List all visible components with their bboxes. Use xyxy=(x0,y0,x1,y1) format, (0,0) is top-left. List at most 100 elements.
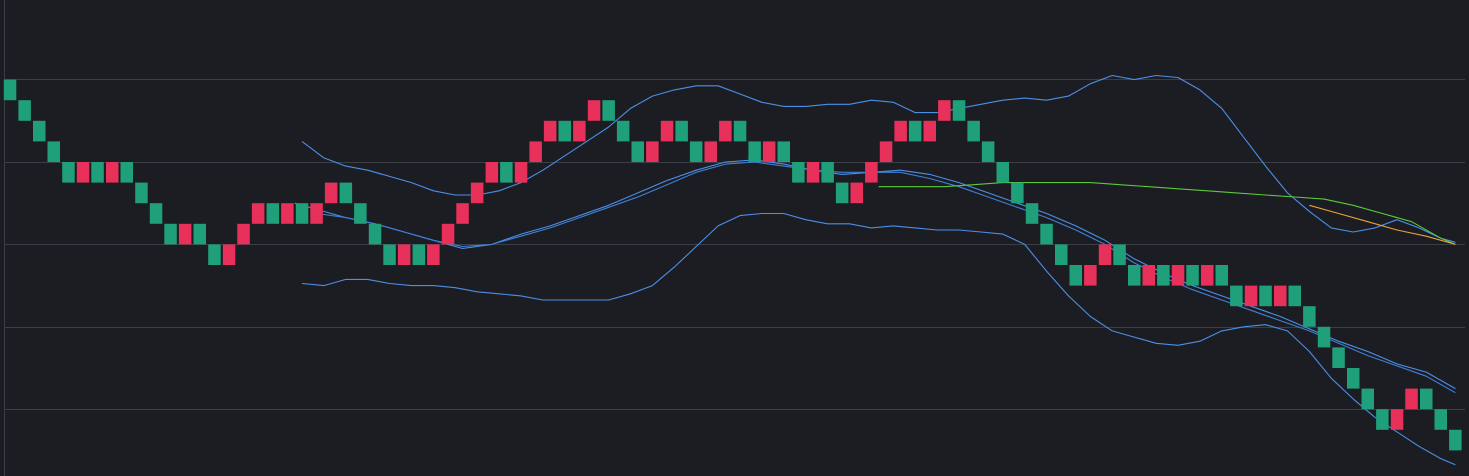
renko-brick-down xyxy=(821,162,834,183)
renko-brick-down xyxy=(952,100,966,121)
renko-brick-down xyxy=(1449,429,1462,451)
renko-brick-up xyxy=(660,120,674,142)
renko-brick-down xyxy=(1055,244,1068,265)
renko-brick-down xyxy=(164,223,177,245)
renko-brick-down xyxy=(266,203,280,224)
moving-average-slow-line xyxy=(316,161,1456,394)
renko-brick-up xyxy=(281,203,294,224)
renko-brick-up xyxy=(762,141,776,162)
renko-brick-up xyxy=(1084,265,1097,286)
renko-brick-up xyxy=(1390,409,1404,430)
renko-brick-down xyxy=(1332,347,1345,368)
renko-brick-down xyxy=(120,162,133,183)
renko-brick-up xyxy=(529,141,542,162)
renko-brick-up xyxy=(573,120,586,142)
renko-brick-up xyxy=(427,244,440,265)
renko-brick-down xyxy=(62,162,75,183)
renko-brick-up xyxy=(324,182,338,204)
renko-brick-down xyxy=(1011,182,1024,204)
renko-brick-up xyxy=(178,223,192,245)
renko-brick-down xyxy=(47,141,60,162)
renko-brick-up xyxy=(514,162,528,183)
renko-brick-up xyxy=(1201,265,1214,286)
renko-brick-down xyxy=(1069,265,1082,286)
renko-brick-down xyxy=(835,182,849,204)
renko-brick-down xyxy=(1040,223,1053,245)
renko-brick-up xyxy=(938,100,951,121)
grid-layer xyxy=(4,0,1465,476)
renko-brick-up xyxy=(1244,285,1258,307)
renko-brick-down xyxy=(368,223,382,245)
renko-brick-up xyxy=(76,162,90,183)
renko-brick-down xyxy=(733,120,747,142)
renko-brick-up xyxy=(1405,388,1418,410)
renko-brick-down xyxy=(675,120,688,142)
renko-brick-up xyxy=(806,162,820,183)
renko-brick-up xyxy=(222,244,236,265)
renko-brick-up xyxy=(106,162,119,183)
renko-brick-down xyxy=(689,141,703,162)
renko-brick-down xyxy=(1113,244,1126,265)
renko-brick-down xyxy=(91,162,104,183)
renko-brick-down xyxy=(208,244,221,265)
renko-brick-up xyxy=(456,203,469,224)
renko-brick-down xyxy=(777,141,790,162)
renko-brick-up xyxy=(865,162,878,183)
renko-brick-down xyxy=(1347,368,1360,389)
renko-brick-down xyxy=(748,141,761,162)
renko-brick-up xyxy=(543,120,557,142)
renko-brick-down xyxy=(1128,265,1141,286)
renko-brick-down xyxy=(1317,326,1331,348)
renko-brick-up xyxy=(470,182,484,204)
renko-brick-down xyxy=(33,120,46,142)
renko-brick-up xyxy=(850,182,863,204)
renko-brick-up xyxy=(646,141,659,162)
indicator-layer xyxy=(294,74,1456,466)
renko-brick-up xyxy=(719,120,732,142)
renko-brick-up xyxy=(441,223,455,245)
renko-brick-up xyxy=(1171,265,1185,286)
renko-brick-down xyxy=(967,120,980,142)
renko-brick-up xyxy=(704,141,717,162)
renko-brick-down xyxy=(792,162,805,183)
renko-brick-down xyxy=(295,203,309,224)
renko-brick-down xyxy=(996,162,1009,183)
renko-brick-down xyxy=(602,100,615,121)
renko-brick-up xyxy=(1142,265,1155,286)
renko-brick-down xyxy=(149,203,163,224)
renko-brick-up xyxy=(397,244,411,265)
bollinger-lower-line xyxy=(301,212,1456,466)
renko-brick-down xyxy=(631,141,644,162)
renko-brick-down xyxy=(18,100,31,121)
renko-brick-down xyxy=(616,120,630,142)
renko-brick-down xyxy=(1303,306,1316,327)
renko-brick-down xyxy=(339,182,353,204)
renko-brick-down xyxy=(1025,203,1039,224)
renko-brick-up xyxy=(1274,285,1287,307)
renko-brick-up xyxy=(237,223,250,245)
renko-brick-down xyxy=(135,182,148,204)
renko-brick-up xyxy=(587,100,601,121)
renko-brick-up xyxy=(485,162,499,183)
trend-line-green-line xyxy=(878,182,1456,245)
renko-brick-down xyxy=(383,244,396,265)
bollinger-upper-line xyxy=(301,74,1456,243)
renko-brick-down xyxy=(193,223,206,245)
renko-brick-up xyxy=(879,141,893,162)
renko-brick-down xyxy=(1215,265,1228,286)
renko-brick-down xyxy=(1420,388,1433,410)
renko-brick-down xyxy=(1361,388,1374,410)
renko-brick-up xyxy=(251,203,265,224)
renko-brick-up xyxy=(1098,244,1112,265)
renko-brick-down xyxy=(558,120,571,142)
renko-brick-down xyxy=(1288,285,1301,307)
renko-brick-down xyxy=(500,162,513,183)
renko-brick-down xyxy=(1434,409,1447,430)
renko-brick-down xyxy=(412,244,426,265)
renko-brick-down xyxy=(1259,285,1272,307)
renko-brick-down xyxy=(1376,409,1389,430)
renko-brick-down xyxy=(1230,285,1243,307)
renko-brick-down xyxy=(981,141,995,162)
